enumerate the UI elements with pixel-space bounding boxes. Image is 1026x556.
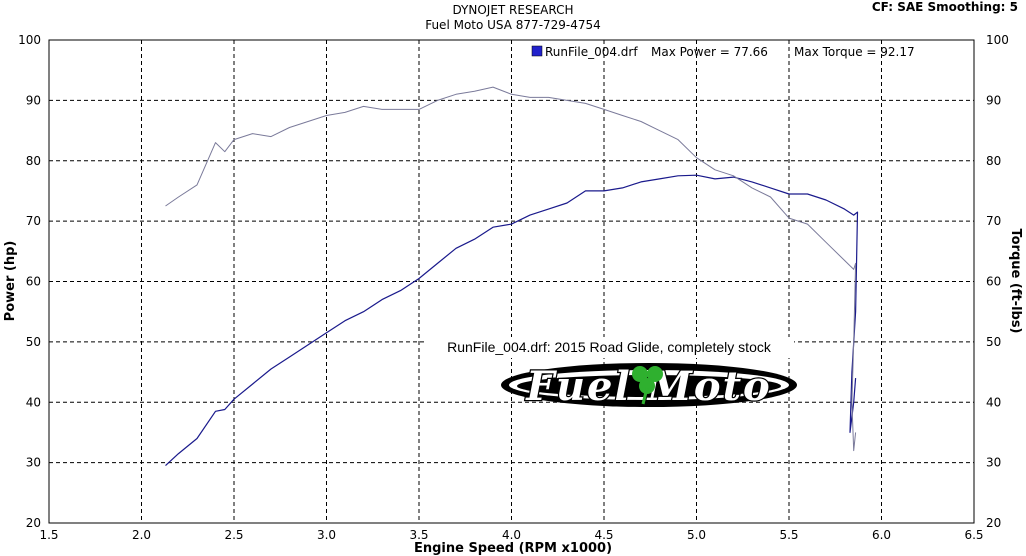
y2-tick-label: 30 — [986, 456, 1001, 470]
y2-axis-label: Torque (ft-lbs) — [1008, 228, 1023, 333]
run-annotation: RunFile_004.drf: 2015 Road Glide, comple… — [447, 339, 772, 355]
y-axis-label: Power (hp) — [3, 241, 18, 322]
y2-tick-label: 100 — [986, 33, 1009, 47]
x-tick-label: 2.5 — [224, 528, 243, 542]
x-tick-label: 1.5 — [39, 528, 58, 542]
legend-run: RunFile_004.drf — [545, 45, 638, 59]
torque-series-line — [165, 86, 857, 452]
legend-swatch — [531, 45, 543, 57]
chart-header-title: DYNOJET RESEARCH — [452, 3, 573, 17]
y-tick-label: 30 — [26, 456, 41, 470]
y-tick-label: 40 — [26, 395, 41, 409]
x-tick-label: 6.0 — [872, 528, 891, 542]
y2-tick-label: 50 — [986, 335, 1001, 349]
x-tick-label: 3.5 — [409, 528, 428, 542]
x-tick-label: 5.0 — [687, 528, 706, 542]
y-tick-label: 100 — [18, 33, 41, 47]
y-tick-label: 50 — [26, 335, 41, 349]
x-tick-label: 6.5 — [964, 528, 983, 542]
series-group — [165, 86, 859, 467]
x-tick-label: 5.5 — [779, 528, 798, 542]
y2-tick-label: 90 — [986, 93, 1001, 107]
legend-max-power: Max Power = 77.66 — [651, 45, 768, 59]
power-series-line — [165, 174, 859, 467]
y-tick-label: 20 — [26, 516, 41, 530]
x-axis-label: Engine Speed (RPM x1000) — [414, 541, 612, 556]
y-tick-label: 90 — [26, 93, 41, 107]
fuel-moto-logo: Fuel Moto — [501, 362, 797, 411]
y2-tick-label: 60 — [986, 275, 1001, 289]
grid-lines — [49, 40, 974, 523]
y-tick-label: 70 — [26, 214, 41, 228]
y2-tick-label: 20 — [986, 516, 1001, 530]
x-tick-label: 4.0 — [502, 528, 521, 542]
y2-tick-label: 80 — [986, 154, 1001, 168]
y-tick-label: 60 — [26, 275, 41, 289]
legend-max-torque: Max Torque = 92.17 — [794, 45, 915, 59]
chart-header-subtitle: Fuel Moto USA 877-729-4754 — [425, 18, 601, 32]
axis-ticks: 1.5 2.0 2.5 3.0 3.5 4.0 4.5 5.0 5.5 6.0 6.52030405… — [18, 33, 1009, 542]
x-tick-label: 2.0 — [132, 528, 151, 542]
x-tick-label: 4.5 — [594, 528, 613, 542]
y2-tick-label: 70 — [986, 214, 1001, 228]
annotation-background — [426, 337, 794, 358]
x-tick-label: 3.0 — [317, 528, 336, 542]
y2-tick-label: 40 — [986, 395, 1001, 409]
shamrock-icon — [632, 366, 663, 405]
y-tick-label: 80 — [26, 154, 41, 168]
chart-settings: CF: SAE Smoothing: 5 — [872, 0, 1018, 14]
